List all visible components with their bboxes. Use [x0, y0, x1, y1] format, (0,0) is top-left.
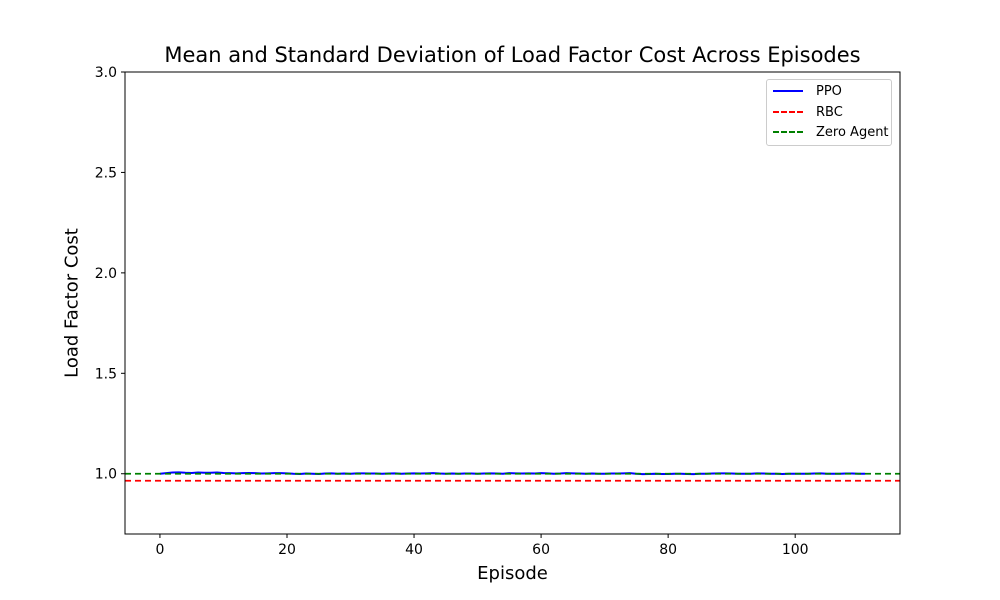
legend-item-ppo: PPO	[773, 81, 842, 101]
x-tick-label: 60	[532, 542, 550, 558]
legend-label-zero-agent: Zero Agent	[816, 124, 889, 140]
x-axis-label: Episode	[477, 563, 548, 584]
legend-swatch-zero-agent	[773, 131, 803, 133]
chart-title: Mean and Standard Deviation of Load Fact…	[164, 43, 861, 67]
y-axis-label: Load Factor Cost	[61, 228, 83, 378]
series-layer	[125, 471, 900, 482]
y-tick-label: 1.5	[95, 366, 117, 382]
legend-label-rbc: RBC	[816, 104, 843, 120]
x-tick-label: 20	[278, 542, 296, 558]
x-tick-label: 40	[405, 542, 423, 558]
y-tick-label: 3.0	[95, 65, 117, 81]
legend-swatch-rbc	[773, 111, 803, 113]
x-tick-label: 0	[155, 542, 164, 558]
y-tick-label: 2.5	[95, 165, 117, 181]
legend-swatch-ppo	[773, 90, 803, 92]
y-tick-label: 2.0	[95, 266, 117, 282]
y-axis: 1.0 1.5 2.0 2.5 3.0	[95, 65, 125, 483]
legend-item-zero-agent: Zero Agent	[773, 122, 889, 142]
x-tick-label: 80	[659, 542, 677, 558]
plot-frame	[124, 71, 901, 535]
legend: PPO RBC Zero Agent	[766, 79, 892, 146]
legend-label-ppo: PPO	[816, 83, 842, 99]
legend-item-rbc: RBC	[773, 102, 843, 122]
y-tick-label: 1.0	[95, 467, 117, 483]
x-axis: 0 20 40 60 80 100	[155, 534, 809, 558]
x-tick-label: 100	[782, 542, 809, 558]
